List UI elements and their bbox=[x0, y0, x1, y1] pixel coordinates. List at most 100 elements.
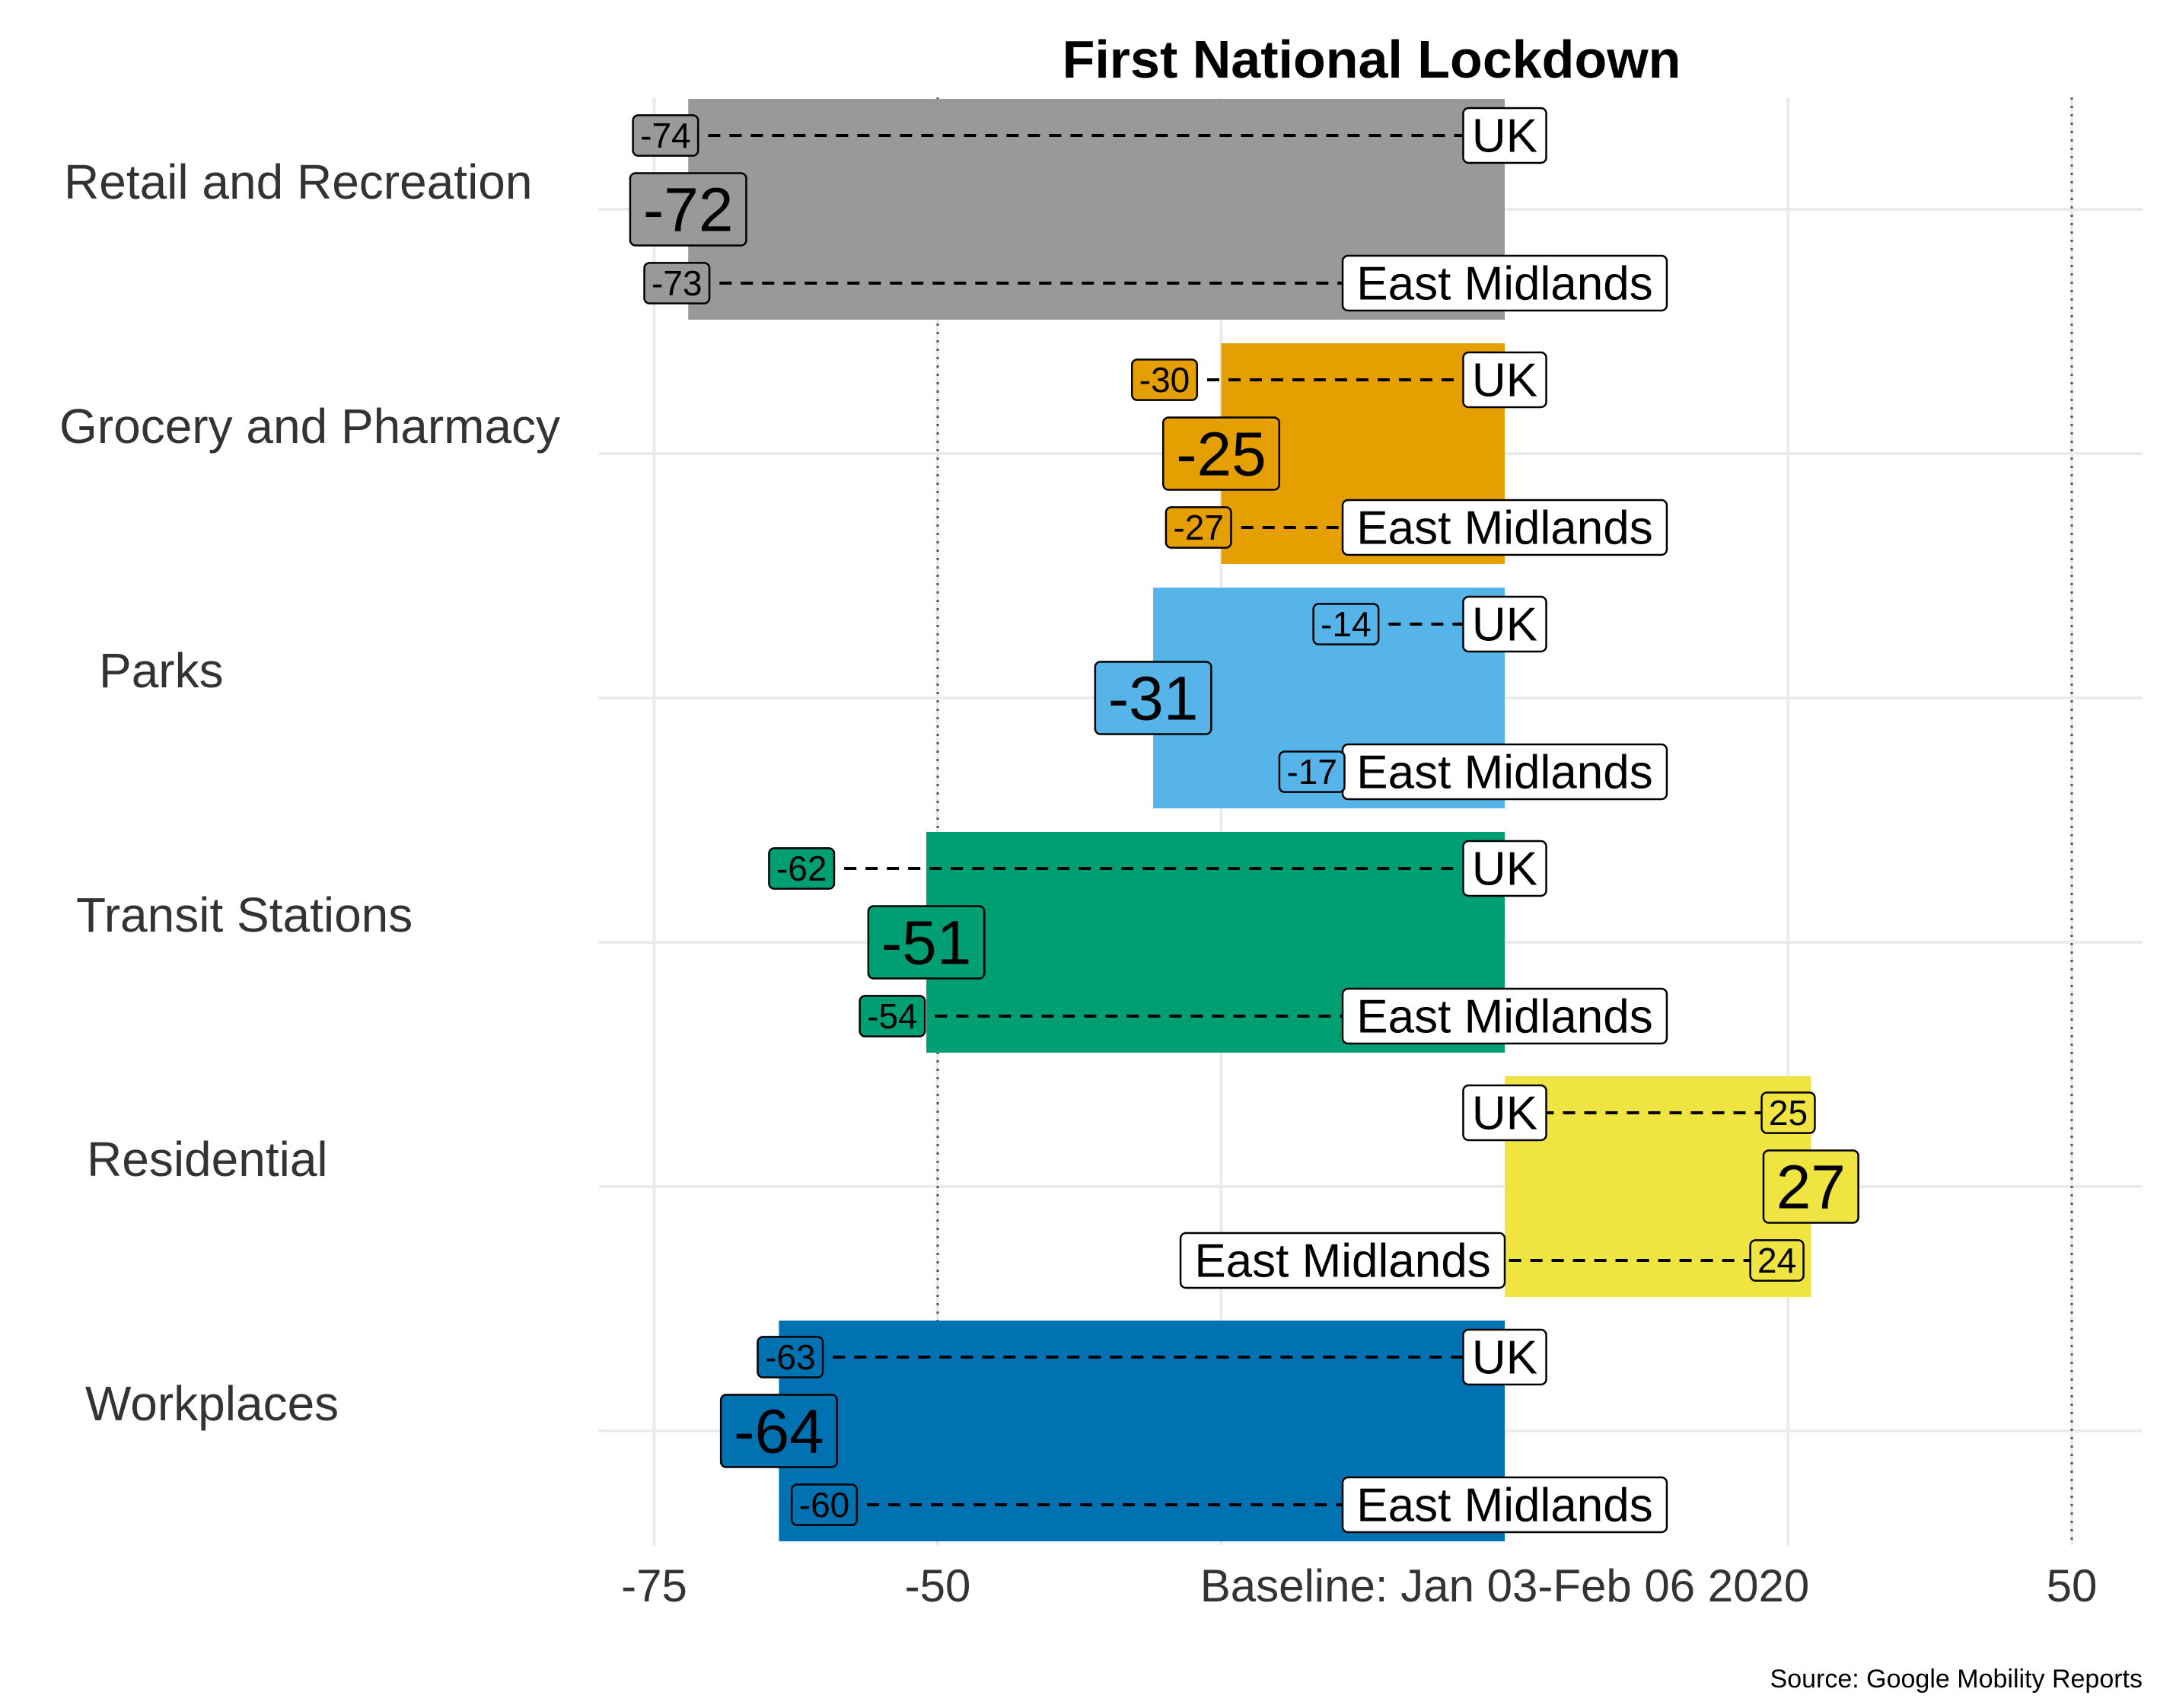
uk-name-label-text: UK bbox=[1472, 843, 1537, 896]
source-caption: Source: Google Mobility Reports bbox=[1770, 1665, 2143, 1694]
main-value-label-box bbox=[629, 172, 747, 247]
region-value-label: -17 bbox=[1278, 750, 1346, 793]
x-tick-label: -50 bbox=[905, 1560, 971, 1611]
category-label: Transit Stations bbox=[76, 887, 413, 942]
region-name-label-text: East Midlands bbox=[1356, 258, 1652, 311]
uk-name-label: UK bbox=[1462, 840, 1547, 897]
uk-name-label-text: UK bbox=[1472, 355, 1537, 407]
uk-value-label-text: 25 bbox=[1769, 1093, 1808, 1133]
region-value-label-text: -17 bbox=[1286, 752, 1337, 792]
uk-name-label-box bbox=[1462, 351, 1547, 409]
region-name-label: East Midlands bbox=[1341, 1476, 1668, 1534]
region-name-label-box bbox=[1341, 499, 1668, 556]
main-value-label-text: 27 bbox=[1776, 1153, 1846, 1222]
category-label: Grocery and Pharmacy bbox=[59, 399, 560, 454]
main-value-label-box bbox=[1762, 1149, 1859, 1224]
region-name-label: East Midlands bbox=[1341, 743, 1668, 801]
uk-value-label-box bbox=[768, 847, 836, 890]
region-name-label-text: East Midlands bbox=[1194, 1235, 1490, 1288]
uk-value-label-box bbox=[757, 1336, 824, 1378]
main-value-label: -25 bbox=[1161, 416, 1281, 491]
uk-name-label: UK bbox=[1462, 1084, 1547, 1142]
uk-value-label-box bbox=[1312, 603, 1380, 645]
uk-name-label-box bbox=[1462, 595, 1547, 653]
main-value-label-text: -51 bbox=[881, 909, 972, 978]
uk-value-label: -74 bbox=[632, 114, 699, 157]
region-name-label: East Midlands bbox=[1341, 254, 1668, 312]
region-name-label-box bbox=[1179, 1232, 1506, 1289]
uk-name-label-text: UK bbox=[1472, 110, 1537, 163]
region-name-label-text: East Midlands bbox=[1356, 747, 1652, 799]
uk-name-label-text: UK bbox=[1472, 599, 1537, 652]
main-value-label: -31 bbox=[1094, 661, 1212, 735]
region-value-label-box bbox=[643, 262, 711, 304]
category-label: Residential bbox=[87, 1132, 328, 1187]
region-value-label-box bbox=[1278, 750, 1346, 793]
uk-name-label-text: UK bbox=[1472, 1088, 1537, 1140]
uk-value-label: -62 bbox=[768, 847, 836, 890]
main-value-label: -64 bbox=[719, 1394, 838, 1468]
main-value-label-box bbox=[1094, 661, 1212, 735]
uk-value-label-box bbox=[632, 114, 699, 157]
uk-name-label-text: UK bbox=[1472, 1332, 1537, 1385]
uk-value-label-text: -14 bbox=[1321, 604, 1371, 644]
region-value-label-text: -27 bbox=[1173, 508, 1223, 547]
uk-name-label-box bbox=[1462, 1084, 1547, 1142]
region-name-label: East Midlands bbox=[1341, 499, 1668, 556]
region-value-label-text: -73 bbox=[652, 263, 702, 303]
uk-value-label: -30 bbox=[1130, 358, 1199, 401]
uk-name-label-box bbox=[1462, 107, 1547, 164]
category-label: Workplaces bbox=[85, 1376, 339, 1431]
uk-value-label-box bbox=[1130, 358, 1199, 401]
region-name-label-box bbox=[1341, 254, 1668, 312]
bar-layer bbox=[688, 99, 1811, 1541]
uk-value-label-text: -62 bbox=[776, 849, 827, 888]
main-value-label-text: -64 bbox=[734, 1397, 824, 1467]
main-value-label-text: -72 bbox=[643, 176, 734, 245]
uk-value-label: -63 bbox=[757, 1336, 824, 1378]
region-value-label-text: -54 bbox=[867, 996, 917, 1036]
x-tick-label: -75 bbox=[621, 1560, 687, 1611]
label-layer: Retail and Recreation Grocery and Pharmac… bbox=[59, 107, 1859, 1534]
region-name-label: East Midlands bbox=[1179, 1232, 1506, 1289]
region-value-label: -60 bbox=[790, 1483, 859, 1526]
region-name-label-text: East Midlands bbox=[1356, 502, 1652, 555]
region-name-label: East Midlands bbox=[1341, 987, 1668, 1045]
uk-value-label: 25 bbox=[1760, 1091, 1816, 1134]
region-name-label-text: East Midlands bbox=[1356, 991, 1652, 1044]
category-label: Parks bbox=[99, 643, 224, 698]
uk-value-label-text: -63 bbox=[765, 1337, 815, 1377]
uk-name-label: UK bbox=[1462, 1328, 1547, 1386]
region-value-label: 24 bbox=[1749, 1239, 1805, 1282]
uk-name-label-box bbox=[1462, 1328, 1547, 1386]
category-label: Retail and Recreation bbox=[64, 155, 532, 209]
region-name-label-box bbox=[1341, 1476, 1668, 1534]
region-value-label-text: -60 bbox=[799, 1485, 849, 1525]
chart-title: First National Lockdown bbox=[1063, 30, 1681, 89]
region-name-label-box bbox=[1341, 987, 1668, 1045]
uk-name-label: UK bbox=[1462, 107, 1547, 164]
uk-value-label-text: -30 bbox=[1139, 360, 1190, 400]
main-value-label-box bbox=[867, 905, 986, 980]
main-value-label-text: -25 bbox=[1176, 420, 1266, 489]
region-value-label-box bbox=[859, 995, 926, 1037]
main-value-label-box bbox=[1161, 416, 1281, 491]
main-value-label-text: -31 bbox=[1108, 664, 1199, 734]
uk-value-label-text: -74 bbox=[640, 116, 690, 155]
region-value-label: -54 bbox=[859, 995, 926, 1037]
main-value-label-box bbox=[719, 1394, 838, 1468]
region-value-label: -73 bbox=[643, 262, 711, 304]
x-tick-label: 50 bbox=[2047, 1560, 2098, 1611]
uk-name-label: UK bbox=[1462, 595, 1547, 653]
main-value-label: -72 bbox=[629, 172, 747, 247]
uk-name-label-box bbox=[1462, 840, 1547, 897]
uk-value-label: -14 bbox=[1312, 603, 1380, 645]
region-value-label-box bbox=[790, 1483, 859, 1526]
region-value-label-text: 24 bbox=[1757, 1241, 1796, 1280]
main-value-label: 27 bbox=[1762, 1149, 1859, 1224]
uk-name-label: UK bbox=[1462, 351, 1547, 409]
region-value-label: -27 bbox=[1165, 506, 1232, 549]
main-value-label: -51 bbox=[867, 905, 986, 980]
baseline-label: Baseline: Jan 03-Feb 06 2020 bbox=[1200, 1560, 1810, 1611]
